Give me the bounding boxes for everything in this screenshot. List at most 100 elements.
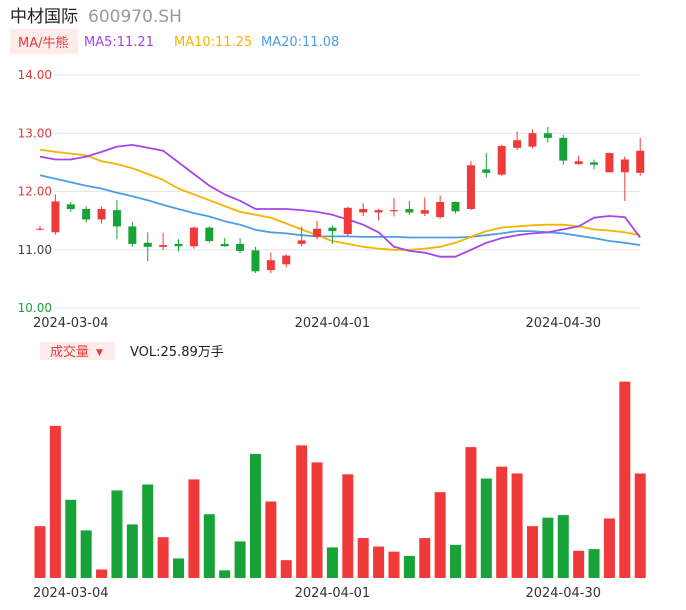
candle (559, 134, 568, 165)
candle (112, 200, 121, 240)
volume-bar (388, 551, 400, 578)
candle (343, 206, 352, 236)
candle-body (36, 228, 44, 230)
candle (420, 197, 429, 216)
volume-toggle-bg (40, 342, 115, 360)
candle (513, 131, 522, 151)
candle (143, 232, 152, 262)
volume-bar (296, 445, 308, 578)
candle (466, 161, 475, 211)
candle-body (97, 208, 106, 220)
candle-body (420, 210, 429, 214)
candle-body (236, 243, 245, 251)
volume-bar (234, 541, 246, 578)
candle (297, 226, 306, 247)
candle-body (205, 227, 214, 242)
candle-body (436, 201, 445, 218)
ma-toggle-button[interactable]: MA/牛熊 (10, 29, 78, 54)
candle-body (174, 243, 183, 247)
candle-body (251, 250, 260, 272)
price-x-axis: 2024-03-04 2024-04-01 2024-04-30 (33, 316, 601, 331)
volume-bar (249, 453, 261, 578)
volume-bar (465, 447, 477, 578)
candle-body (128, 226, 137, 244)
candle-body (590, 162, 599, 165)
candle (220, 238, 229, 247)
candle (636, 137, 645, 176)
volume-bar (634, 473, 646, 578)
ma5-line-layer (39, 143, 641, 258)
price-y-tick-label: 10.00 (18, 301, 52, 315)
volume-bar (619, 381, 631, 578)
volume-x-tick-label: 2024-04-30 (525, 586, 601, 601)
candle (251, 246, 260, 274)
price-x-tick-label: 2024-03-04 (33, 316, 109, 331)
candle-body (297, 240, 306, 244)
candle (51, 194, 60, 235)
volume-bar (588, 549, 600, 578)
candle (359, 203, 368, 216)
volume-value: VOL:25.89万手 (130, 345, 224, 360)
volume-bar (434, 492, 446, 578)
volume-toggle-label: 成交量 (50, 344, 89, 360)
candle (313, 220, 322, 240)
price-gridlines (55, 74, 640, 309)
candlestick-series (36, 126, 645, 274)
candle-body (313, 228, 322, 237)
price-y-tick-label: 12.00 (18, 185, 52, 199)
candle-body (328, 227, 337, 232)
volume-x-tick-label: 2024-04-01 (295, 586, 371, 601)
volume-bar (557, 515, 569, 578)
volume-bar (188, 479, 200, 578)
candle-body (159, 245, 168, 247)
candle-body (528, 133, 537, 147)
volume-bar (603, 518, 615, 578)
candle (97, 206, 106, 224)
candle (389, 197, 398, 217)
candle (266, 252, 275, 274)
candle (451, 201, 460, 214)
volume-bar (80, 530, 92, 578)
volume-bar (126, 524, 138, 578)
volume-bar (311, 462, 323, 578)
volume-bar (573, 550, 585, 578)
ma5-legend: MA5:11.21 (84, 35, 154, 50)
candle-body (620, 159, 629, 173)
volume-bar-series (34, 381, 646, 578)
candle-body (405, 208, 414, 213)
volume-bar (542, 517, 554, 578)
candle (528, 129, 537, 149)
volume-bar (34, 526, 46, 578)
ma20-line-layer (39, 174, 641, 246)
candle (543, 126, 552, 143)
candle (574, 155, 583, 165)
price-x-tick-label: 2024-04-01 (295, 316, 371, 331)
candle-body (466, 165, 475, 209)
candle (159, 232, 168, 250)
volume-x-axis: 2024-03-04 2024-04-01 2024-04-30 (33, 586, 601, 601)
candle (482, 153, 491, 178)
candle-body (389, 210, 398, 212)
stock-code: 600970.SH (88, 7, 182, 27)
candle-body (451, 201, 460, 212)
volume-bar (450, 544, 462, 578)
volume-bar (419, 538, 431, 578)
volume-bar (96, 569, 108, 578)
volume-bar (526, 526, 538, 578)
ma10-legend: MA10:11.25 (174, 35, 252, 50)
candle-body (574, 161, 583, 165)
volume-bar (357, 538, 369, 578)
candle-body (51, 201, 60, 233)
volume-bar (403, 555, 415, 578)
volume-toggle-button[interactable]: 成交量 ▼ (40, 342, 115, 360)
candle-body (220, 243, 229, 247)
candle-body (66, 204, 75, 209)
candle (174, 239, 183, 252)
candle (405, 200, 414, 215)
candle-body (497, 146, 506, 175)
candle (605, 152, 614, 173)
ma20-legend: MA20:11.08 (261, 35, 339, 50)
volume-bar (326, 547, 338, 578)
